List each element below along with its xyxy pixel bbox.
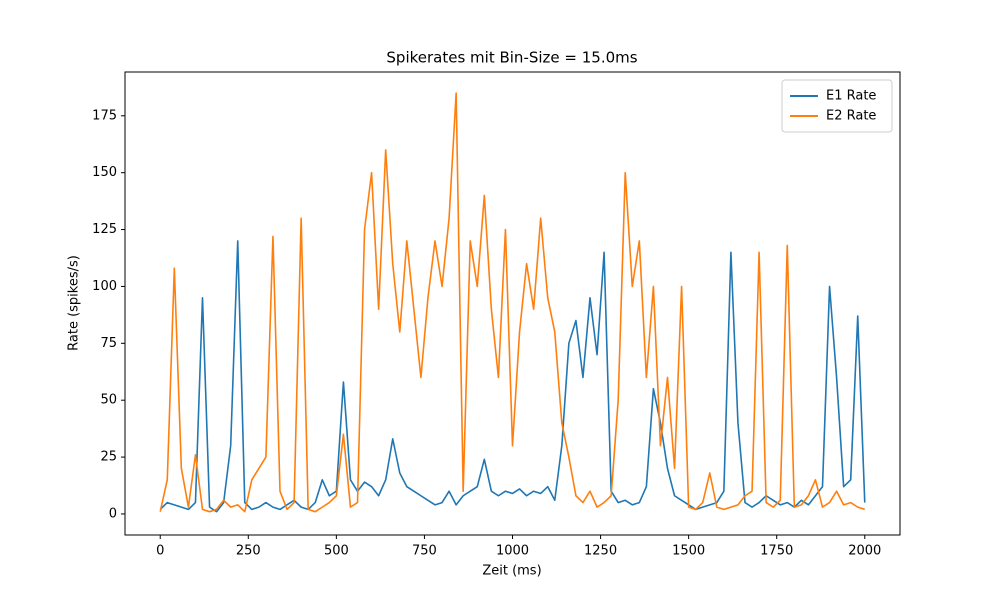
- x-tick-label: 1750: [760, 544, 793, 559]
- y-tick-label: 125: [92, 222, 117, 237]
- y-tick-label: 150: [92, 165, 117, 180]
- y-tick-label: 175: [92, 108, 117, 123]
- x-tick-label: 0: [156, 544, 164, 559]
- data-line: [159, 92, 866, 513]
- legend-box: [781, 79, 893, 133]
- data-line: [159, 240, 866, 513]
- y-tick-label: 0: [109, 506, 117, 521]
- y-tick-label: 100: [92, 279, 117, 294]
- x-tick-label: 1000: [496, 544, 529, 559]
- y-axis-label: Rate (spikes/s): [67, 255, 82, 351]
- legend-label: E1 Rate: [826, 89, 876, 104]
- x-tick-label: 500: [324, 544, 349, 559]
- chart-title: Spikerates mit Bin-Size = 15.0ms: [386, 49, 637, 67]
- x-tick-label: 750: [412, 544, 437, 559]
- x-tick-label: 2000: [848, 544, 881, 559]
- x-tick-label: 1250: [584, 544, 617, 559]
- x-tick-label: 250: [236, 544, 261, 559]
- x-tick-label: 1500: [672, 544, 705, 559]
- y-tick-label: 25: [100, 450, 117, 465]
- plot-frame: [124, 71, 901, 536]
- x-axis-label: Zeit (ms): [482, 564, 541, 579]
- y-tick-label: 50: [100, 393, 117, 408]
- y-tick-label: 75: [100, 336, 117, 351]
- legend-label: E2 Rate: [826, 109, 876, 124]
